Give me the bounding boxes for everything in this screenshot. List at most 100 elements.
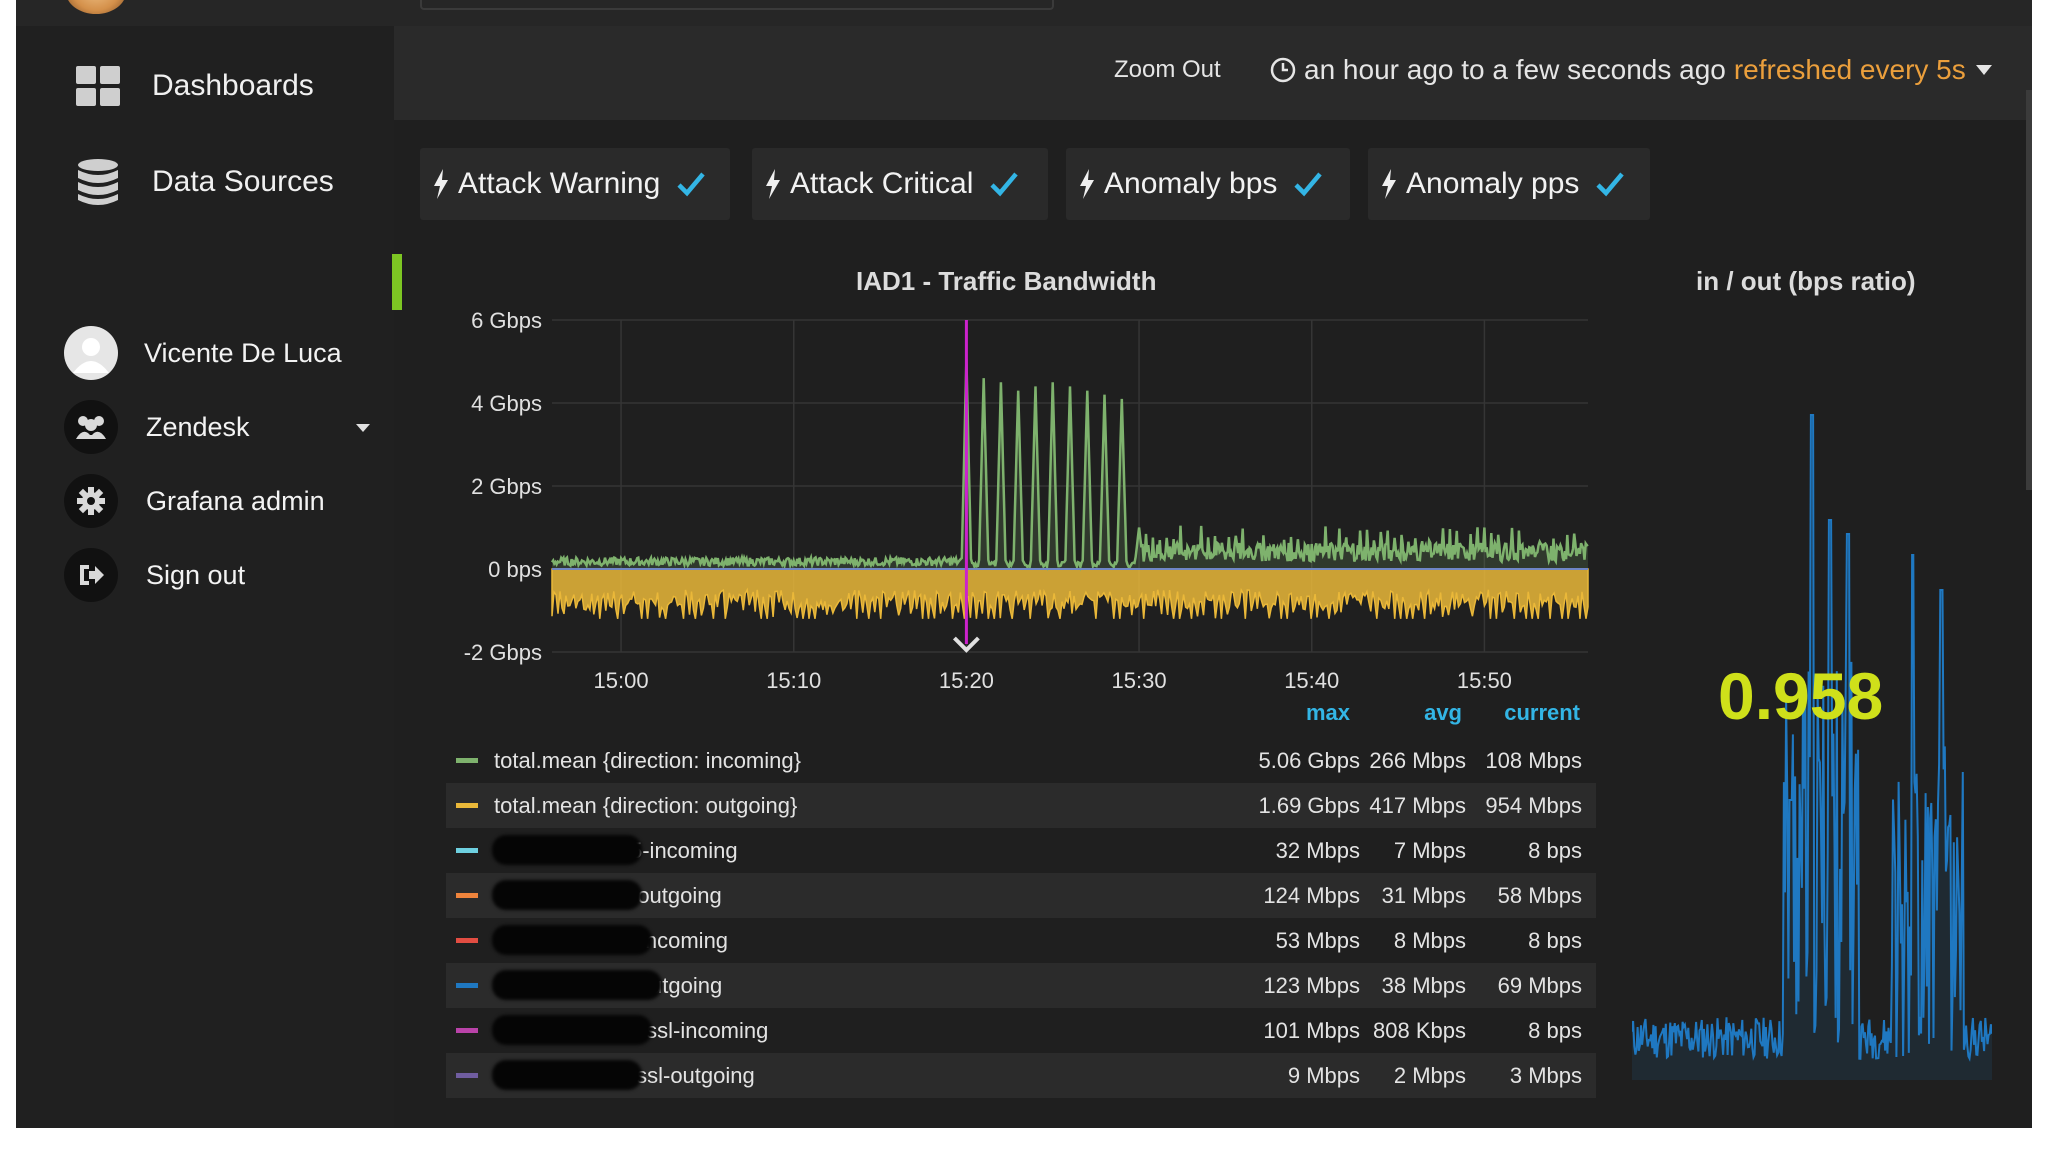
sign-out-icon	[64, 548, 118, 602]
legend-series-color[interactable]	[456, 1028, 478, 1033]
annotation-toggle-attack-warning[interactable]: Attack Warning	[420, 148, 730, 220]
legend-value-current: 8 bps	[1528, 838, 1582, 863]
annotation-label: Attack Warning	[458, 167, 661, 200]
dashboard-header: Zoom Out an hour ago to a few seconds ag…	[394, 26, 2032, 120]
y-tick-label: 6 Gbps	[471, 308, 542, 333]
ratio-sparkline	[1632, 414, 1992, 1080]
legend-series-color[interactable]	[456, 1073, 478, 1078]
legend-value-max: 5.06 Gbps	[1258, 748, 1360, 773]
legend-row[interactable]: utgoing 123 Mbps 38 Mbps 69 Mbps	[446, 963, 1596, 1008]
sidebar-item-label: Sign out	[146, 559, 246, 590]
legend-header-avg[interactable]: avg	[1424, 700, 1462, 725]
legend-value-max: 123 Mbps	[1263, 973, 1360, 998]
legend-row[interactable]: 5-incoming 32 Mbps 7 Mbps 8 bps	[446, 828, 1596, 873]
legend-value-max: 53 Mbps	[1275, 928, 1360, 953]
legend-value-current: 954 Mbps	[1485, 793, 1582, 818]
y-tick-label: 2 Gbps	[471, 474, 542, 499]
legend-row[interactable]: incoming 53 Mbps 8 Mbps 8 bps	[446, 918, 1596, 963]
legend-value-avg: 7 Mbps	[1393, 838, 1466, 863]
grafana-logo[interactable]	[66, 0, 126, 14]
legend-series-name[interactable]: -outgoing	[630, 883, 722, 908]
checkmark-icon[interactable]	[1293, 169, 1323, 199]
checkmark-icon[interactable]	[676, 169, 706, 199]
legend-series-name[interactable]: .ssl-outgoing	[630, 1063, 755, 1088]
legend-value-current: 3 Mbps	[1509, 1063, 1582, 1088]
legend-value-max: 9 Mbps	[1287, 1063, 1360, 1088]
legend-series-name[interactable]: incoming	[640, 928, 729, 953]
legend-series-color[interactable]	[456, 803, 478, 808]
annotation-toggle-attack-critical[interactable]: Attack Critical	[752, 148, 1048, 220]
legend-row[interactable]: total.mean {direction: outgoing} 1.69 Gbp…	[446, 783, 1596, 828]
legend-row[interactable]: .ssl-incoming 101 Mbps 808 Kbps 8 bps	[446, 1008, 1596, 1053]
x-tick-label: 15:10	[766, 668, 821, 693]
annotation-toggle-anomaly-bps[interactable]: Anomaly bps	[1066, 148, 1350, 220]
panel-row-handle[interactable]	[392, 254, 402, 310]
legend-header: max avg current	[446, 700, 1596, 736]
lightning-icon	[1080, 169, 1094, 199]
legend-series-name[interactable]: utgoing	[650, 973, 723, 998]
sidebar-item-dashboards[interactable]: Dashboards	[16, 46, 394, 126]
checkmark-icon[interactable]	[1595, 169, 1625, 199]
sidebar-item-label: Data Sources	[152, 165, 334, 198]
scrollbar[interactable]	[2026, 90, 2032, 490]
lightning-icon	[1382, 169, 1396, 199]
gear-icon	[64, 474, 118, 528]
sidebar-item-zendesk[interactable]: Zendesk	[16, 396, 394, 458]
sidebar-item-label: Zendesk	[146, 411, 250, 442]
sidebar-item-label: Dashboards	[152, 69, 314, 102]
dashboard-search-input[interactable]	[420, 0, 1054, 10]
series-outgoing	[551, 568, 1589, 619]
time-picker[interactable]: an hour ago to a few seconds ago refresh…	[1270, 54, 1992, 86]
legend-series-color[interactable]	[456, 758, 478, 763]
x-tick-label: 15:30	[1112, 668, 1167, 693]
legend-series-name[interactable]: .ssl-incoming	[640, 1018, 769, 1043]
legend-series-name[interactable]: total.mean {direction: incoming}	[494, 748, 801, 773]
x-tick-label: 15:40	[1284, 668, 1339, 693]
sidebar: Dashboards Data Sources Vicente De Lu	[16, 26, 394, 1128]
top-strip	[16, 0, 2032, 26]
legend-row[interactable]: -outgoing 124 Mbps 31 Mbps 58 Mbps	[446, 873, 1596, 918]
sidebar-item-grafana-admin[interactable]: Grafana admin	[16, 470, 394, 532]
legend-series-name[interactable]: 5-incoming	[630, 838, 738, 863]
zoom-out-button[interactable]: Zoom Out	[1114, 56, 1221, 83]
traffic-bandwidth-chart[interactable]: 6 Gbps 4 Gbps 2 Gbps 0 bps -2 Gbps 15:00 15:10…	[436, 300, 1616, 700]
sidebar-item-sign-out[interactable]: Sign out	[16, 544, 394, 606]
user-profile[interactable]: Vicente De Luca	[16, 322, 394, 384]
legend-series-color[interactable]	[456, 848, 478, 853]
series-incoming	[550, 358, 1589, 572]
annotation-toggle-anomaly-pps[interactable]: Anomaly pps	[1368, 148, 1650, 220]
checkmark-icon[interactable]	[989, 169, 1019, 199]
legend-series-color[interactable]	[456, 893, 478, 898]
panel-title-bps-ratio[interactable]: in / out (bps ratio)	[1696, 266, 1916, 296]
sidebar-item-data-sources[interactable]: Data Sources	[16, 142, 394, 222]
legend-header-current[interactable]: current	[1504, 700, 1580, 725]
legend-value-current: 58 Mbps	[1497, 883, 1582, 908]
legend-value-avg: 8 Mbps	[1393, 928, 1466, 953]
grid-icon	[70, 58, 126, 114]
legend-value-avg: 2 Mbps	[1393, 1063, 1466, 1088]
graph-legend: total.mean {direction: incoming} 5.06 Gbp…	[446, 738, 1596, 1098]
x-tick-label: 15:00	[594, 668, 649, 693]
legend-value-max: 124 Mbps	[1263, 883, 1360, 908]
redacted-region	[492, 880, 642, 910]
legend-header-max[interactable]: max	[1305, 700, 1350, 725]
legend-row[interactable]: .ssl-outgoing 9 Mbps 2 Mbps 3 Mbps	[446, 1053, 1596, 1098]
users-icon	[64, 400, 118, 454]
legend-series-color[interactable]	[456, 938, 478, 943]
redacted-region	[492, 1015, 652, 1045]
x-tick-label: 15:20	[939, 668, 994, 693]
legend-value-current: 8 bps	[1528, 1018, 1582, 1043]
legend-row[interactable]: total.mean {direction: incoming} 5.06 Gbp…	[446, 738, 1596, 783]
chevron-down-icon[interactable]	[356, 424, 370, 432]
legend-value-current: 108 Mbps	[1485, 748, 1582, 773]
panel-title-traffic-bandwidth[interactable]: IAD1 - Traffic Bandwidth	[856, 266, 1157, 296]
annotation-label: Anomaly pps	[1406, 167, 1580, 200]
legend-series-name[interactable]: total.mean {direction: outgoing}	[494, 793, 798, 818]
refresh-interval-label: refreshed every 5s	[1733, 54, 1966, 85]
legend-value-avg: 417 Mbps	[1369, 793, 1466, 818]
annotation-label: Anomaly bps	[1104, 167, 1278, 200]
legend-value-current: 8 bps	[1528, 928, 1582, 953]
y-tick-label: 4 Gbps	[471, 391, 542, 416]
x-tick-label: 15:50	[1457, 668, 1512, 693]
legend-series-color[interactable]	[456, 983, 478, 988]
